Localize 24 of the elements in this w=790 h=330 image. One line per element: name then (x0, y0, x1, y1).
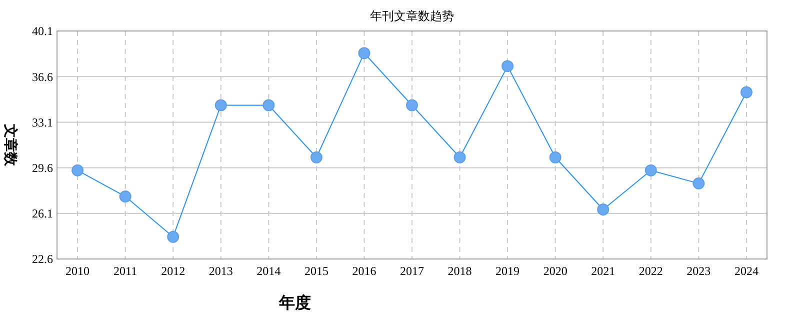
y-tick-label: 26.1 (32, 206, 53, 221)
x-tick-label: 2014 (256, 264, 281, 278)
y-tick-label: 29.6 (32, 161, 53, 175)
x-tick-label: 2023 (686, 264, 711, 278)
x-tick-label: 2011 (114, 264, 138, 278)
x-tick-label: 2020 (543, 264, 568, 278)
y-tick-label: 40.1 (32, 24, 53, 38)
x-tick-label: 2024 (734, 264, 758, 278)
chart-title: 年刊文章数趋势 (370, 9, 454, 23)
y-tick-label: 36.6 (32, 70, 53, 84)
y-tick-label: 22.6 (32, 252, 53, 266)
x-tick-label: 2019 (496, 264, 520, 278)
x-tick-label: 2016 (352, 264, 376, 278)
y-tick-label: 33.1 (32, 115, 53, 130)
y-axis-title: 文章数 (2, 123, 19, 167)
x-tick-label: 2010 (66, 264, 90, 278)
x-axis-title: 年度 (278, 293, 311, 312)
x-tick-label: 2021 (591, 264, 616, 278)
x-tick-label: 2018 (448, 264, 472, 278)
x-tick-label: 2012 (161, 264, 186, 278)
x-tick-label: 2013 (208, 264, 233, 278)
x-tick-label: 2017 (400, 264, 424, 278)
x-tick-label: 2015 (304, 264, 328, 278)
x-tick-label: 2022 (638, 264, 663, 278)
